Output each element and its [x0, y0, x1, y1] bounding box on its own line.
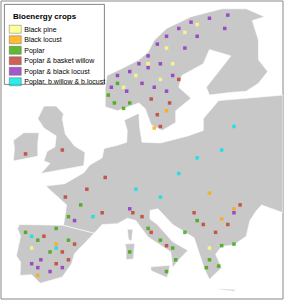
- svg-text:Black locust: Black locust: [24, 36, 61, 43]
- svg-text:Black pine: Black pine: [24, 26, 56, 34]
- svg-text:Poplar & black locust: Poplar & black locust: [24, 68, 89, 76]
- svg-text:Poplar, b.willow & b.locust: Poplar, b.willow & b.locust: [24, 78, 105, 86]
- svg-text:Bioenergy crops: Bioenergy crops: [13, 12, 77, 21]
- svg-text:Poplar: Poplar: [24, 47, 45, 55]
- svg-text:Poplar & basket willow: Poplar & basket willow: [24, 57, 95, 65]
